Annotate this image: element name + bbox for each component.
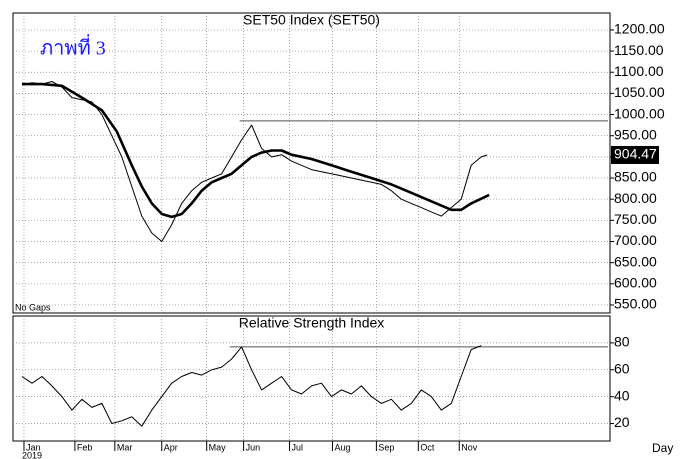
y-tick-label: 1100.00	[614, 63, 664, 79]
line-series	[21, 345, 482, 427]
y-tick-label: 600.00	[614, 275, 657, 291]
x-tick-label: Jun	[246, 442, 261, 452]
y-tick-label: 1200.00	[614, 21, 665, 37]
last-value-box	[611, 145, 659, 164]
x-tick-label: Feb	[77, 442, 93, 452]
x-tick-label: Jan	[26, 442, 41, 452]
y-tick-label: 1150.00	[614, 42, 664, 58]
x-tick-label: Apr	[164, 442, 178, 452]
x-tick-label: Oct	[420, 442, 435, 452]
y-tick-label: 20	[614, 414, 630, 430]
y-tick-label: 700.00	[614, 232, 657, 248]
y-tick-label: 650.00	[614, 253, 657, 269]
panel	[12, 12, 611, 314]
y-tick-label: 550.00	[614, 296, 657, 312]
x-tick-label: Nov	[461, 442, 478, 452]
last-value-label: 904.47	[614, 146, 657, 162]
y-tick-label: 1050.00	[614, 84, 665, 100]
x-tick-label: Aug	[334, 442, 350, 452]
line-series	[21, 81, 488, 242]
x-axis-label: Day	[652, 441, 673, 455]
y-tick-label: 80	[614, 334, 630, 350]
y-tick-label: 60	[614, 360, 630, 376]
y-tick-label: 1000.00	[614, 105, 665, 121]
y-tick-label: 850.00	[614, 169, 657, 185]
x-tick-label: May	[209, 442, 227, 452]
panel-title: Relative Strength Index	[239, 315, 385, 331]
y-tick-label: 800.00	[614, 190, 657, 206]
note: No Gaps	[15, 302, 51, 312]
y-tick-label: 40	[614, 387, 630, 403]
panel	[12, 315, 611, 442]
annotation: ภาพที่ 3	[40, 34, 106, 60]
line-series	[22, 82, 490, 219]
year-label: 2019	[22, 450, 42, 459]
x-tick-label: Sep	[378, 442, 394, 452]
x-tick-label: Mar	[117, 442, 133, 452]
panel-title: SET50 Index (SET50)	[243, 12, 380, 28]
y-tick-label: 950.00	[614, 126, 657, 142]
y-tick-label: 750.00	[614, 211, 657, 227]
x-tick-label: Jul	[292, 442, 304, 452]
